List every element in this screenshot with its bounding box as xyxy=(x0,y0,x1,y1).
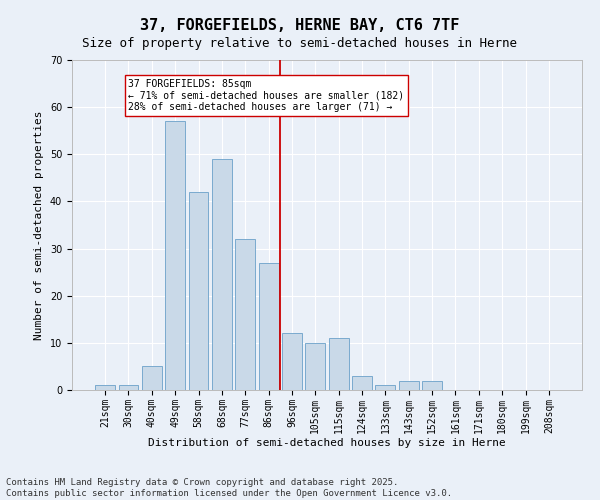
Text: 37 FORGEFIELDS: 85sqm
← 71% of semi-detached houses are smaller (182)
28% of sem: 37 FORGEFIELDS: 85sqm ← 71% of semi-deta… xyxy=(128,79,404,112)
Bar xyxy=(188,192,208,390)
Bar xyxy=(259,262,278,390)
Bar xyxy=(212,159,232,390)
Bar xyxy=(305,343,325,390)
Bar xyxy=(329,338,349,390)
Bar xyxy=(282,334,302,390)
Y-axis label: Number of semi-detached properties: Number of semi-detached properties xyxy=(34,110,44,340)
Bar xyxy=(422,380,442,390)
Text: 37, FORGEFIELDS, HERNE BAY, CT6 7TF: 37, FORGEFIELDS, HERNE BAY, CT6 7TF xyxy=(140,18,460,32)
Bar xyxy=(352,376,372,390)
Bar xyxy=(119,386,139,390)
Bar xyxy=(142,366,162,390)
Text: Contains HM Land Registry data © Crown copyright and database right 2025.
Contai: Contains HM Land Registry data © Crown c… xyxy=(6,478,452,498)
Bar xyxy=(399,380,419,390)
Bar xyxy=(235,239,255,390)
X-axis label: Distribution of semi-detached houses by size in Herne: Distribution of semi-detached houses by … xyxy=(148,438,506,448)
Bar xyxy=(376,386,395,390)
Text: Size of property relative to semi-detached houses in Herne: Size of property relative to semi-detach… xyxy=(83,38,517,51)
Bar xyxy=(165,122,185,390)
Bar xyxy=(95,386,115,390)
